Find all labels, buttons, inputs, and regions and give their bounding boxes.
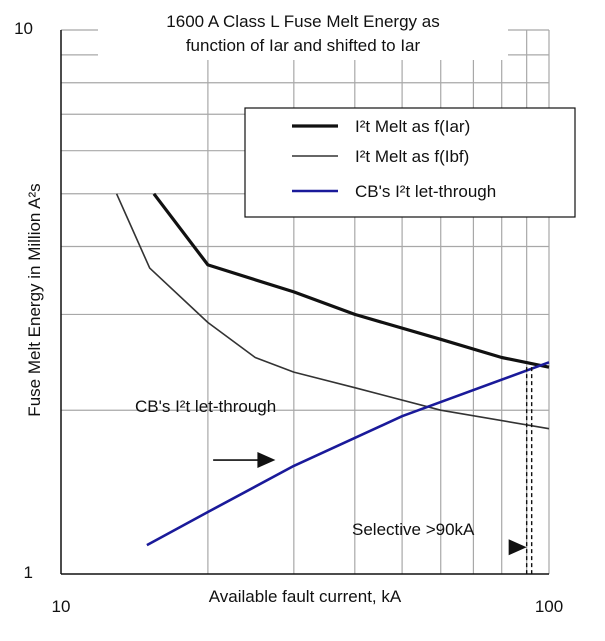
- annotation-label-2: Selective >90kA: [352, 520, 475, 539]
- legend: I²t Melt as f(Iar) I²t Melt as f(Ibf) CB's…: [244, 107, 576, 218]
- series-line-1: [152, 192, 550, 369]
- annotation-label-1: CB's I²t let-through: [135, 397, 276, 416]
- y-tick-label-min: 1: [24, 563, 33, 582]
- x-tick-label-max: 100: [535, 597, 563, 616]
- chart-subtitle: function of Iar and shifted to Iar: [186, 36, 421, 55]
- annotation-arrow-head-1: [257, 452, 276, 469]
- x-axis-label: Available fault current, kA: [209, 587, 402, 606]
- series-layer: [115, 192, 550, 574]
- title-background: [98, 8, 508, 60]
- y-axis-label: Fuse Melt Energy in Million A²s: [25, 183, 44, 416]
- legend-label-2: I²t Melt as f(Ibf): [355, 147, 469, 166]
- annotation-arrow-head-2: [508, 539, 527, 556]
- series-line-3: [146, 361, 550, 547]
- y-tick-label-max: 10: [14, 19, 33, 38]
- annotations: CB's I²t let-through Selective >90kA: [135, 397, 527, 556]
- x-tick-label-min: 10: [52, 597, 71, 616]
- plot-axes: [60, 30, 549, 575]
- legend-label-3: CB's I²t let-through: [355, 182, 496, 201]
- legend-label-1: I²t Melt as f(Iar): [355, 117, 470, 136]
- chart-title: 1600 A Class L Fuse Melt Energy as: [166, 12, 439, 31]
